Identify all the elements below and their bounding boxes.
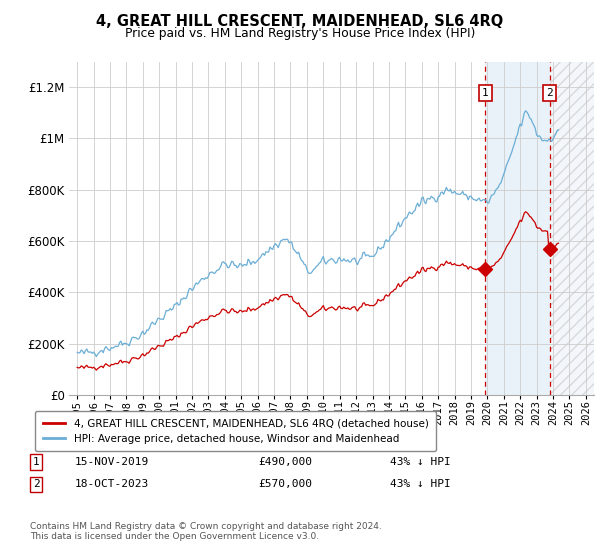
Bar <box>550 62 594 395</box>
Text: 18-OCT-2023: 18-OCT-2023 <box>75 479 149 489</box>
Text: 15-NOV-2019: 15-NOV-2019 <box>75 457 149 467</box>
Text: 43% ↓ HPI: 43% ↓ HPI <box>390 479 451 489</box>
Text: 1: 1 <box>482 88 489 98</box>
Bar <box>485 62 550 395</box>
Text: 4, GREAT HILL CRESCENT, MAIDENHEAD, SL6 4RQ: 4, GREAT HILL CRESCENT, MAIDENHEAD, SL6 … <box>97 14 503 29</box>
Text: 2: 2 <box>546 88 553 98</box>
Text: 1: 1 <box>32 457 40 467</box>
Text: Contains HM Land Registry data © Crown copyright and database right 2024.
This d: Contains HM Land Registry data © Crown c… <box>30 522 382 542</box>
Text: 2: 2 <box>32 479 40 489</box>
Legend: 4, GREAT HILL CRESCENT, MAIDENHEAD, SL6 4RQ (detached house), HPI: Average price: 4, GREAT HILL CRESCENT, MAIDENHEAD, SL6 … <box>35 411 436 451</box>
Text: £570,000: £570,000 <box>258 479 312 489</box>
Text: Price paid vs. HM Land Registry's House Price Index (HPI): Price paid vs. HM Land Registry's House … <box>125 27 475 40</box>
Text: £490,000: £490,000 <box>258 457 312 467</box>
Text: 43% ↓ HPI: 43% ↓ HPI <box>390 457 451 467</box>
